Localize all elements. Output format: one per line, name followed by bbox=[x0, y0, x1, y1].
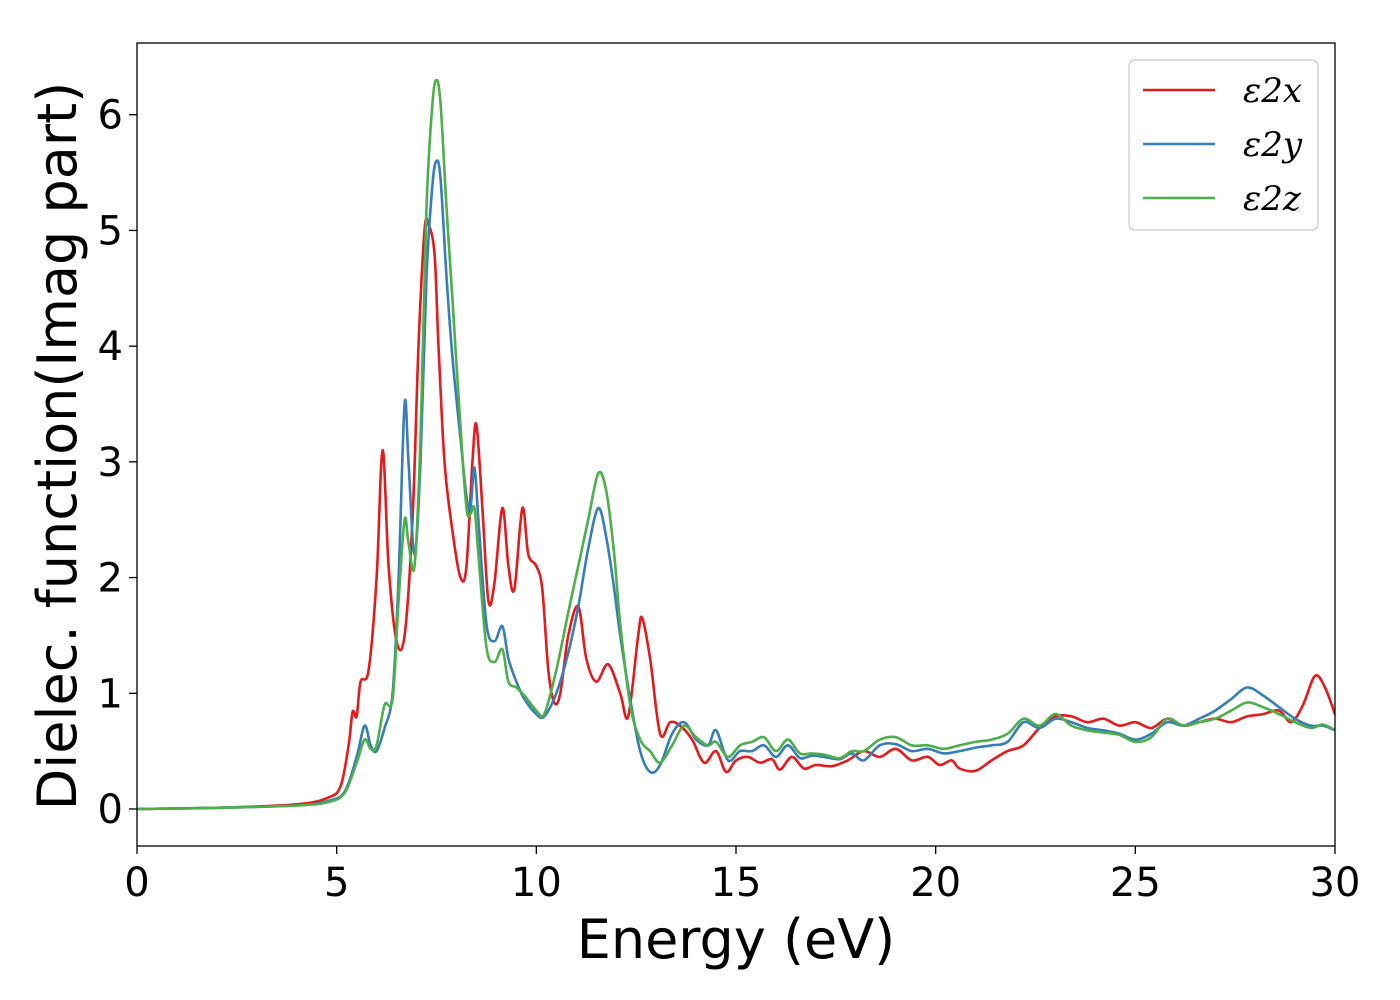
x-tick-label: 0 bbox=[124, 860, 149, 906]
x-axis-title: Energy (eV) bbox=[577, 908, 896, 971]
plot-area bbox=[137, 78, 1335, 811]
y-axis-title: Dielec. function(Imag part) bbox=[26, 82, 89, 811]
legend-label: ε2y bbox=[1243, 125, 1303, 165]
legend-box bbox=[1128, 59, 1319, 231]
series-line-eps2z bbox=[137, 78, 1335, 811]
x-tick-label: 25 bbox=[1110, 860, 1161, 906]
x-tick-label: 10 bbox=[511, 860, 562, 906]
series-line-eps2x bbox=[137, 217, 1335, 811]
series-line-eps2y bbox=[137, 159, 1335, 811]
y-tick-label: 4 bbox=[98, 324, 123, 370]
y-tick-label: 2 bbox=[98, 556, 123, 602]
legend-label: ε2x bbox=[1243, 71, 1302, 111]
x-tick-label: 20 bbox=[910, 860, 961, 906]
y-tick-label: 5 bbox=[98, 208, 123, 254]
plot-frame bbox=[136, 42, 1336, 847]
y-tick-label: 6 bbox=[98, 93, 123, 139]
y-tick-label: 3 bbox=[98, 440, 123, 486]
legend-label: ε2z bbox=[1243, 179, 1302, 219]
x-axis: 0 5 10 15 20 25 30 bbox=[124, 846, 1360, 906]
x-tick-label: 30 bbox=[1310, 860, 1361, 906]
y-tick-label: 1 bbox=[98, 671, 123, 717]
legend: ε2x ε2y ε2z bbox=[1128, 59, 1319, 231]
y-tick-label: 0 bbox=[98, 787, 123, 833]
x-tick-label: 5 bbox=[324, 860, 349, 906]
y-axis: 0 1 2 3 4 5 6 bbox=[98, 93, 137, 833]
x-tick-label: 15 bbox=[711, 860, 762, 906]
